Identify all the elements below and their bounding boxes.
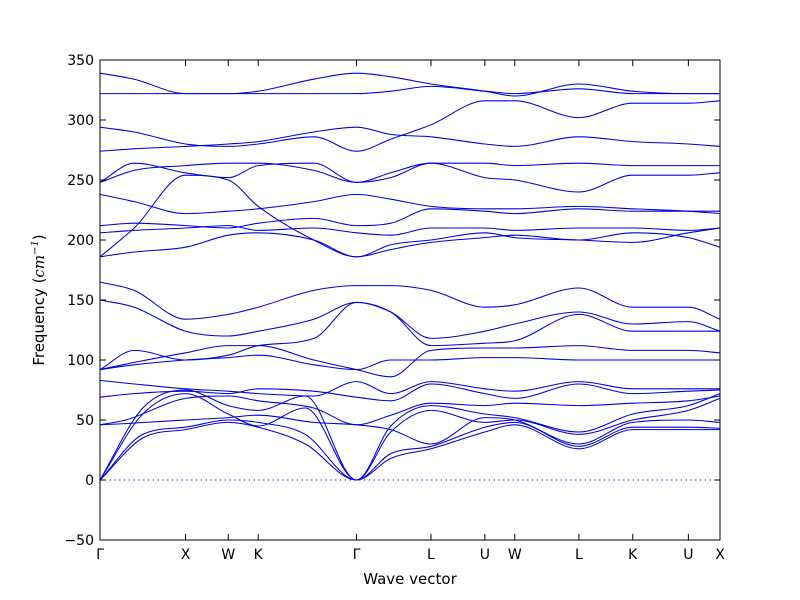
y-axis-label-unit: cm: [30, 255, 48, 278]
y-tick-label: −50: [64, 533, 94, 549]
x-tick-label: X: [715, 547, 725, 563]
x-tick-label: U: [480, 547, 490, 563]
plot-area: [99, 72, 721, 481]
y-tick-label: 300: [67, 113, 94, 129]
band-line-10: [99, 354, 720, 371]
band-line-13: [99, 281, 721, 320]
y-tick-label: 150: [67, 293, 94, 309]
y-tick-label: 50: [76, 413, 94, 429]
band-line-3: [99, 393, 721, 481]
band-line-1: [99, 421, 720, 481]
band-line-17: [99, 208, 720, 229]
x-tick-label: U: [683, 547, 693, 563]
x-tick-label: L: [427, 547, 435, 563]
x-tick-label: W: [221, 547, 235, 563]
y-axis: −50 0 50 100 150 200 250 300 350: [64, 53, 720, 549]
y-axis-label-exponent: −1: [30, 240, 41, 255]
band-line-2: [99, 419, 721, 481]
x-tick-label: K: [254, 547, 264, 563]
y-axis-label-close: ): [30, 234, 48, 240]
band-line-5: [99, 414, 721, 445]
plot-frame: [99, 59, 721, 541]
band-line-15: [99, 174, 721, 258]
band-line-22: [99, 100, 721, 152]
band-line-8: [99, 379, 720, 397]
band-line-20: [99, 162, 721, 193]
x-tick-label: Γ: [353, 547, 361, 563]
band-line-18: [99, 193, 721, 215]
band-line-16: [99, 225, 721, 236]
y-tick-label: 350: [67, 53, 94, 69]
y-tick-label: 100: [67, 353, 94, 369]
y-tick-label: 250: [67, 173, 94, 189]
x-axis-label: Wave vector: [363, 570, 457, 588]
band-line-23: [100, 85, 720, 95]
x-tick-label: W: [508, 547, 522, 563]
band-line-19: [99, 162, 720, 183]
x-tick-label: K: [628, 547, 638, 563]
y-tick-label: 0: [85, 473, 94, 489]
band-line-9: [99, 345, 721, 378]
band-line-7: [99, 383, 721, 402]
band-line-6: [99, 395, 721, 426]
x-tick-label: L: [575, 547, 583, 563]
y-axis-label-text: Frequency (: [30, 278, 48, 366]
y-tick-label: 200: [67, 233, 94, 249]
y-axis-label: Frequency (cm−1): [30, 234, 48, 365]
band-line-12: [99, 299, 721, 339]
band-line-24: [99, 72, 720, 97]
band-line-14: [99, 232, 721, 258]
band-line-21: [99, 126, 721, 152]
x-tick-label: Γ: [96, 547, 104, 563]
x-tick-label: X: [181, 547, 191, 563]
